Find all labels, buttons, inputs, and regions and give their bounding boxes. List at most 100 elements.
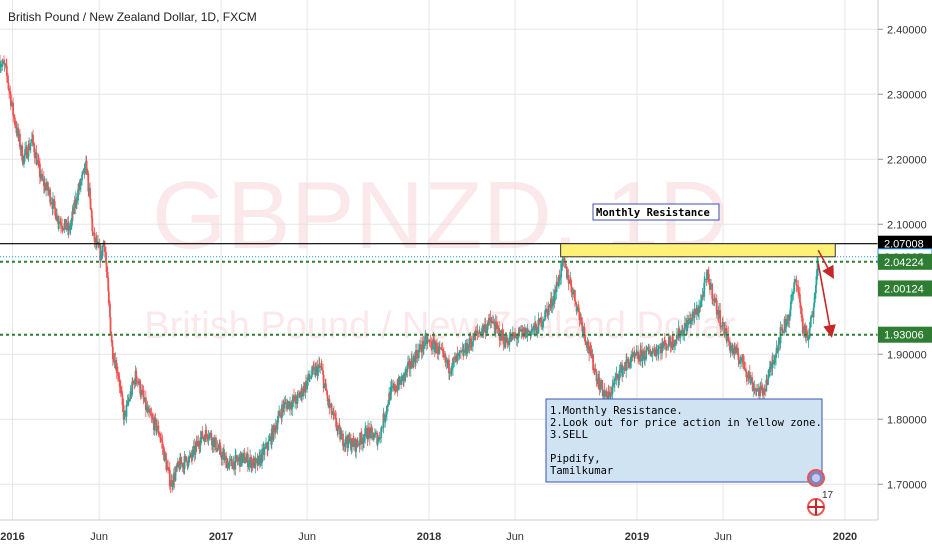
candle-body — [286, 403, 289, 410]
candle-body — [105, 262, 108, 272]
candle-body — [253, 458, 256, 469]
price-level-label[interactable]: 2.00124 — [878, 280, 932, 297]
candle-body — [235, 455, 238, 460]
candle-body — [751, 381, 754, 391]
candle-body — [48, 189, 50, 191]
candle-body — [645, 347, 648, 350]
candle-body — [675, 339, 678, 341]
candle-body — [91, 231, 94, 235]
candle-body — [175, 466, 178, 468]
candle-body — [505, 336, 508, 342]
candle-body — [380, 427, 383, 428]
candle-body — [785, 325, 788, 328]
candle-body — [415, 350, 417, 363]
candle-body — [187, 465, 189, 467]
candle-body — [409, 367, 412, 369]
candle-body — [264, 447, 267, 449]
candle-body — [428, 340, 431, 342]
candle-body — [45, 187, 48, 191]
candle-body — [478, 333, 481, 334]
candle-body — [224, 455, 227, 457]
candle-body — [298, 393, 301, 395]
candle-body — [438, 347, 441, 350]
candle-body — [476, 330, 479, 333]
trade-note-box[interactable]: 1.Monthly Resistance.2.Look out for pric… — [545, 398, 823, 483]
candle-body — [501, 330, 504, 340]
candle-body — [413, 355, 416, 358]
candle-body — [1, 60, 4, 64]
candle-body — [384, 414, 387, 418]
candle-body — [653, 349, 656, 354]
candle-body — [310, 375, 313, 378]
candle-body — [514, 335, 517, 336]
candle-body — [107, 291, 110, 304]
candle-body — [69, 224, 72, 230]
candle-body — [230, 458, 233, 466]
price-axis[interactable]: 2.40000 2.30000 2.20000 2.10000 1.90000 1.800… — [877, 24, 932, 491]
candle-body — [302, 393, 305, 397]
candle-body — [434, 342, 437, 348]
y-tick-label: 1.90000 — [887, 349, 927, 361]
candle-body — [484, 324, 487, 334]
candle-body — [33, 143, 36, 153]
candle-body — [380, 427, 383, 438]
resistance-zone-group[interactable] — [560, 243, 836, 258]
price-level-label[interactable]: 2.07008 — [878, 235, 932, 252]
candle-body — [544, 310, 547, 319]
candle-body — [310, 377, 312, 379]
candle-body — [442, 353, 445, 358]
candle-body — [630, 354, 633, 362]
candle-body — [772, 359, 775, 362]
y-tick-label: 2.40000 — [887, 24, 927, 36]
price-candles — [0, 54, 819, 493]
candle-body — [137, 381, 140, 385]
candle-body — [813, 302, 816, 308]
candle-body — [340, 434, 343, 440]
candle-body — [233, 461, 236, 470]
candle-body — [126, 401, 129, 405]
candle-body — [160, 439, 163, 442]
candle-body — [436, 353, 439, 354]
candle-body — [206, 434, 209, 439]
candle-body — [168, 469, 171, 487]
candle-body — [344, 436, 347, 445]
candle-body — [594, 368, 597, 372]
candle-body — [71, 211, 74, 218]
price-level-label[interactable]: 2.04224 — [878, 253, 932, 270]
candle-body — [27, 156, 29, 159]
indicator-badges[interactable]: 17 — [807, 469, 834, 516]
watermark-name: British Pound / New Zealand Dollar — [144, 305, 736, 347]
candle-body — [21, 160, 24, 165]
candle-body — [173, 473, 176, 481]
svg-text:1.93006: 1.93006 — [884, 330, 924, 342]
candle-body — [454, 356, 457, 362]
sell-arrow — [817, 249, 834, 280]
candle-body — [188, 456, 191, 458]
candle-body — [599, 385, 602, 391]
candle-body — [308, 374, 311, 379]
candle-body — [679, 335, 682, 339]
candle-body — [3, 60, 5, 64]
candle-body — [231, 465, 234, 470]
candle-body — [687, 320, 690, 324]
price-level-label[interactable]: 1.93006 — [878, 326, 932, 343]
candle-body — [90, 209, 93, 218]
candle-body — [617, 375, 620, 381]
candle-body — [237, 459, 240, 462]
candle-body — [517, 335, 520, 338]
candle-body — [723, 322, 726, 336]
resistance-label-box[interactable]: Monthly Resistance — [592, 203, 720, 221]
candle-body — [207, 437, 210, 440]
candle-body — [612, 383, 614, 386]
candle-body — [241, 456, 244, 464]
candle-body — [80, 180, 82, 186]
candle-body — [155, 429, 158, 432]
candle-body — [470, 343, 473, 347]
candle-body — [144, 397, 147, 411]
candle-body — [328, 406, 331, 408]
candle-body — [791, 294, 793, 302]
time-axis[interactable]: 2016 Jun 2017 Jun 2018 Jun 2019 Jun 2020 — [0, 531, 857, 543]
candle-body — [811, 314, 814, 318]
candle-body — [309, 377, 311, 379]
